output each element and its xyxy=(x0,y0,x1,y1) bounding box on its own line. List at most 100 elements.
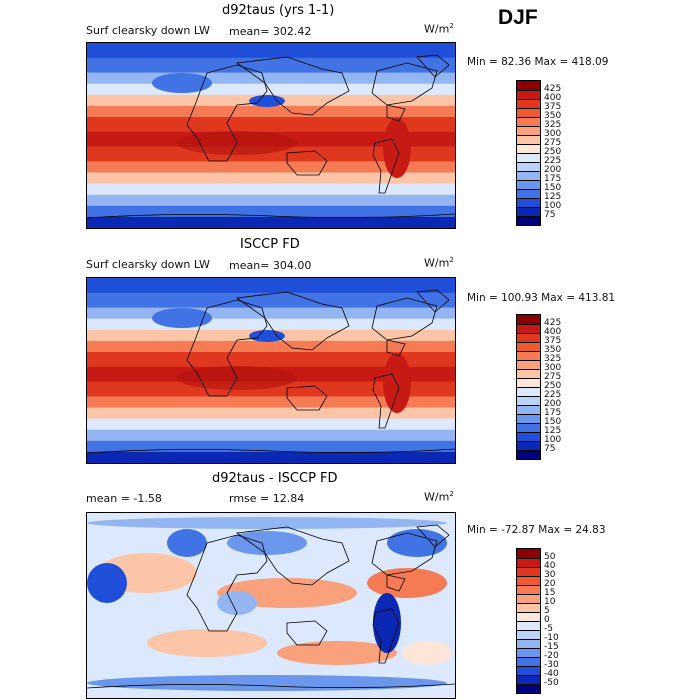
panel-1-variable-label: Surf clearsky down LW xyxy=(86,24,210,37)
colorbar-swatch xyxy=(517,396,540,405)
colorbar-tick-label: 375 xyxy=(544,102,562,112)
colorbar-tick-label: 175 xyxy=(544,174,562,184)
panel-2-variable-label: Surf clearsky down LW xyxy=(86,258,210,271)
panel-2-title: ISCCP FD xyxy=(240,237,300,252)
colorbar-tick-label: 325 xyxy=(544,354,562,364)
colorbar-swatch xyxy=(517,441,540,450)
colorbar-tick-label: 225 xyxy=(544,390,562,400)
colorbar-tick-label: 75 xyxy=(544,444,556,454)
colorbar-tick-label: 325 xyxy=(544,120,562,130)
colorbar-swatch xyxy=(517,414,540,423)
colorbar-swatch xyxy=(517,333,540,342)
colorbar-tick-label: -40 xyxy=(544,669,559,679)
colorbar-tick-label: 225 xyxy=(544,156,562,166)
colorbar-swatch xyxy=(517,423,540,432)
panel-1-colorbar: 425 400 375 350 325 300 275 250 225 200 175 150 125 1… xyxy=(516,80,561,226)
colorbar-swatch xyxy=(517,657,540,666)
colorbar-tick-label: 125 xyxy=(544,426,562,436)
colorbar-swatch xyxy=(517,639,540,648)
colorbar-tick-label: -10 xyxy=(544,633,559,643)
colorbar-tick-label: 75 xyxy=(544,210,556,220)
colorbar-tick-label: 400 xyxy=(544,327,562,337)
colorbar-tick-label: 5 xyxy=(544,606,550,616)
colorbar-swatch xyxy=(517,144,540,153)
colorbar-tick-label: 250 xyxy=(544,381,562,391)
colorbar-swatch xyxy=(517,558,540,567)
panel-3-mean-label: mean = -1.58 xyxy=(86,492,162,505)
colorbar-swatch xyxy=(517,117,540,126)
colorbar-tick-label: -20 xyxy=(544,651,559,661)
colorbar-tick-label: 100 xyxy=(544,201,562,211)
colorbar-tick-label: 300 xyxy=(544,129,562,139)
colorbar-swatch xyxy=(517,576,540,585)
panel-2-units: W/m2 xyxy=(424,256,454,270)
colorbar-tick-label: 200 xyxy=(544,399,562,409)
colorbar-swatch xyxy=(517,108,540,117)
colorbar-swatch xyxy=(517,612,540,621)
colorbar-swatch xyxy=(517,216,540,225)
colorbar-swatch xyxy=(517,387,540,396)
colorbar-swatch xyxy=(517,315,540,324)
colorbar-tick-label: 20 xyxy=(544,579,556,589)
panel-3-colorbar: 50 40 30 20 15 10 5 0 -5 -10 -15 -20 -30 -40 -50 xyxy=(516,548,559,694)
colorbar-tick-label: 350 xyxy=(544,111,562,121)
colorbar-swatch xyxy=(517,171,540,180)
colorbar-swatch xyxy=(517,630,540,639)
season-label: DJF xyxy=(498,6,538,29)
colorbar-swatch xyxy=(517,324,540,333)
colorbar-tick-label: 425 xyxy=(544,84,562,94)
colorbar-swatch xyxy=(517,99,540,108)
colorbar-swatch xyxy=(517,450,540,459)
panel-3-units: W/m2 xyxy=(424,490,454,504)
colorbar-tick-label: 375 xyxy=(544,336,562,346)
colorbar-swatch xyxy=(517,567,540,576)
colorbar-swatch xyxy=(517,162,540,171)
colorbar-tick-label: 175 xyxy=(544,408,562,418)
panel-2-mean-label: mean= 304.00 xyxy=(229,259,312,272)
colorbar-swatch xyxy=(517,621,540,630)
colorbar-swatch xyxy=(517,684,540,693)
colorbar-swatch xyxy=(517,342,540,351)
colorbar-tick-label: 300 xyxy=(544,363,562,373)
colorbar-tick-label: 250 xyxy=(544,147,562,157)
colorbar-tick-label: 50 xyxy=(544,552,556,562)
colorbar-tick-label: -15 xyxy=(544,642,559,652)
panel-3-minmax: Min = -72.87 Max = 24.83 xyxy=(467,524,606,536)
colorbar-swatch xyxy=(517,198,540,207)
colorbar-swatch xyxy=(517,81,540,90)
colorbar-tick-label: 40 xyxy=(544,561,556,571)
panel-1-mean-label: mean= 302.42 xyxy=(229,25,312,38)
colorbar-tick-label: 275 xyxy=(544,372,562,382)
colorbar-swatch xyxy=(517,378,540,387)
colorbar-swatch xyxy=(517,360,540,369)
panel-1-minmax: Min = 82.36 Max = 418.09 xyxy=(467,56,609,68)
colorbar-swatch xyxy=(517,90,540,99)
colorbar-tick-label: 150 xyxy=(544,183,562,193)
colorbar-swatch xyxy=(517,189,540,198)
colorbar-swatch xyxy=(517,369,540,378)
colorbar-swatch xyxy=(517,207,540,216)
panel-2-map xyxy=(86,277,456,464)
colorbar-tick-label: 100 xyxy=(544,435,562,445)
colorbar-tick-label: 350 xyxy=(544,345,562,355)
colorbar-tick-label: 150 xyxy=(544,417,562,427)
colorbar-swatch xyxy=(517,135,540,144)
panel-3-map xyxy=(86,512,456,699)
panel-2-minmax: Min = 100.93 Max = 413.81 xyxy=(467,292,616,304)
colorbar-swatch xyxy=(517,585,540,594)
panel-1-map xyxy=(86,42,456,229)
colorbar-swatch xyxy=(517,675,540,684)
colorbar-swatch xyxy=(517,153,540,162)
colorbar-swatch xyxy=(517,603,540,612)
colorbar-tick-label: 30 xyxy=(544,570,556,580)
colorbar-tick-label: 200 xyxy=(544,165,562,175)
colorbar-tick-label: 10 xyxy=(544,597,556,607)
colorbar-swatch xyxy=(517,180,540,189)
colorbar-swatch xyxy=(517,432,540,441)
colorbar-swatch xyxy=(517,666,540,675)
colorbar-tick-label: 275 xyxy=(544,138,562,148)
colorbar-swatch xyxy=(517,594,540,603)
colorbar-tick-label: 125 xyxy=(544,192,562,202)
panel-1-units: W/m2 xyxy=(424,22,454,36)
colorbar-swatch xyxy=(517,648,540,657)
